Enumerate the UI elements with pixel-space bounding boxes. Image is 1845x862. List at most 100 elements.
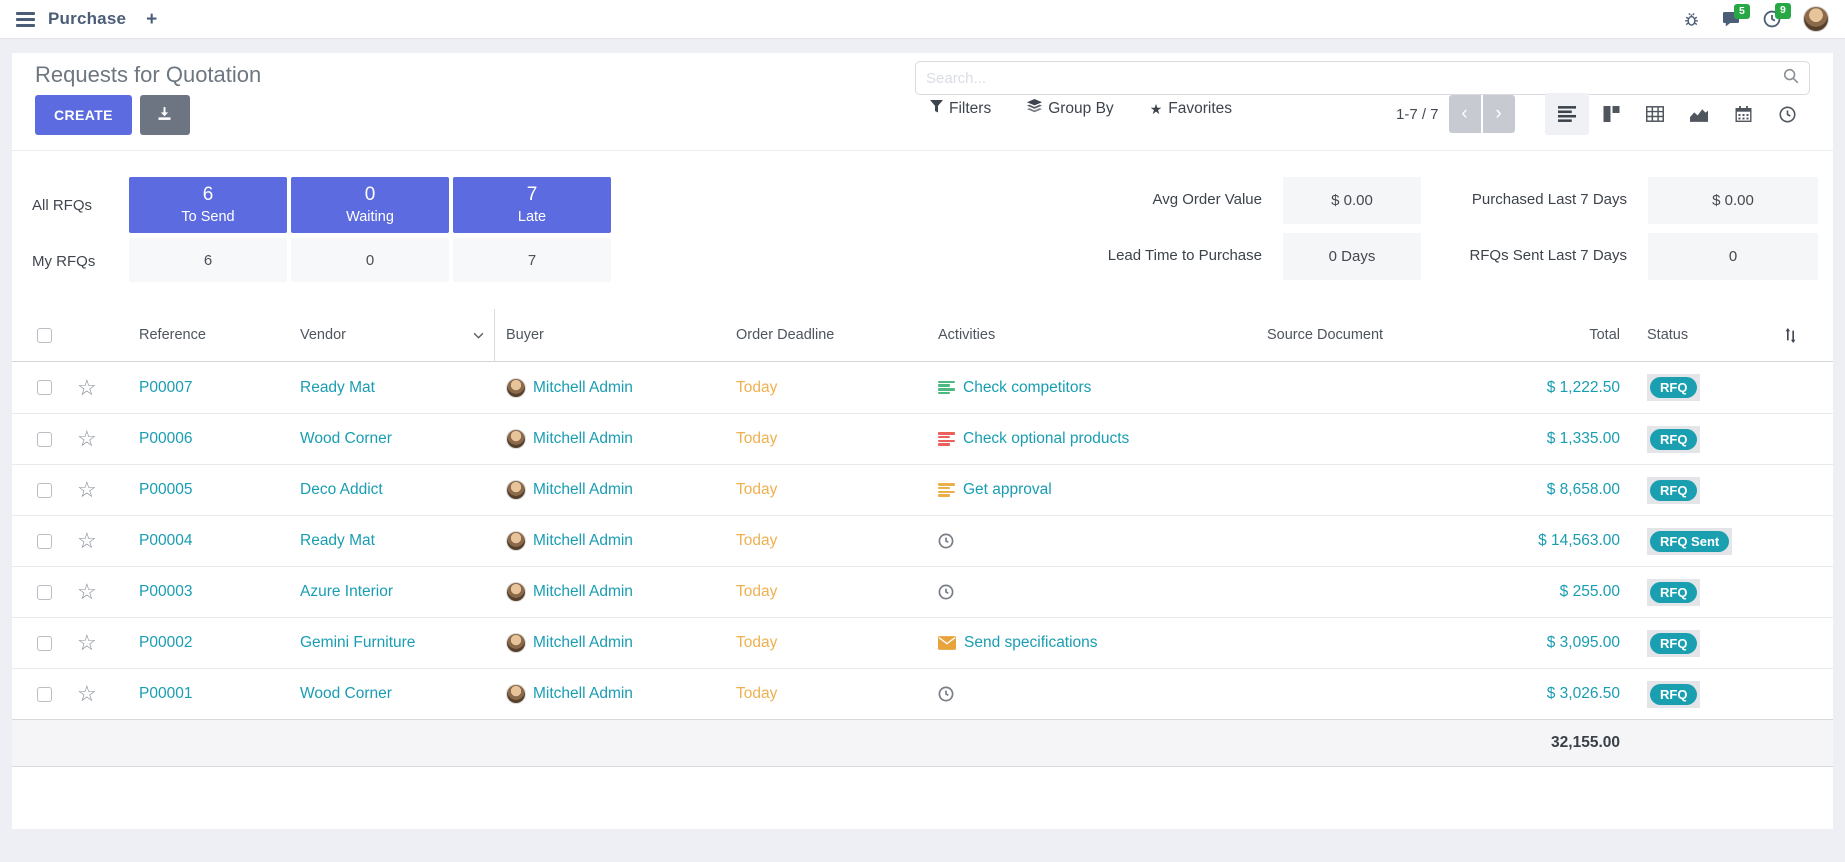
table-row[interactable]: ☆ P00002 Gemini Furniture Mitchell Admin… [12,617,1833,668]
my-rfqs-late[interactable]: 7 [453,238,611,282]
activities-clock-icon[interactable]: 9 [1763,3,1791,28]
reference-link[interactable]: P00006 [139,430,193,447]
messages-icon[interactable]: 5 [1722,3,1750,28]
rfqs-sent-last-7-days-label: RFQs Sent Last 7 Days [1469,247,1627,264]
activity-tasks-icon[interactable] [938,483,955,497]
total-amount: $ 3,026.50 [1546,685,1620,702]
kpi-card-waiting[interactable]: 0 Waiting [291,177,449,233]
activity-envelope-icon[interactable] [938,636,956,650]
buyer-link[interactable]: Mitchell Admin [533,378,633,396]
activity-clock-icon[interactable] [938,686,954,702]
status-badge: RFQ [1647,629,1701,657]
reference-link[interactable]: P00005 [139,481,193,498]
my-rfqs-to-send[interactable]: 6 [129,238,287,282]
buyer-link[interactable]: Mitchell Admin [533,685,633,702]
search-icon[interactable] [1783,68,1799,89]
reference-link[interactable]: P00001 [139,685,193,702]
col-header-reference[interactable]: Reference [139,327,206,343]
sort-chevron-icon [473,327,484,343]
reference-link[interactable]: P00002 [139,634,193,651]
my-rfqs-waiting[interactable]: 0 [291,238,449,282]
row-checkbox[interactable] [37,431,52,447]
col-header-deadline[interactable]: Order Deadline [736,327,835,343]
table-row[interactable]: ☆ P00003 Azure Interior Mitchell Admin T… [12,566,1833,617]
row-checkbox[interactable] [37,686,52,702]
activity-link[interactable]: Check optional products [963,430,1130,447]
debug-bug-icon[interactable] [1683,11,1700,28]
calendar-view-button[interactable] [1721,93,1765,135]
col-header-buyer[interactable]: Buyer [506,327,544,343]
activity-tasks-icon[interactable] [938,380,955,395]
activity-link[interactable]: Send specifications [964,634,1098,651]
export-button[interactable] [139,95,190,135]
activity-link[interactable]: Check competitors [963,378,1092,396]
list-view-icon [1558,106,1576,122]
buyer-link[interactable]: Mitchell Admin [533,583,633,600]
table-row[interactable]: ☆ P00001 Wood Corner Mitchell Admin Toda… [12,668,1833,719]
col-header-source[interactable]: Source Document [1267,327,1384,343]
vendor-link[interactable]: Gemini Furniture [300,634,416,651]
favorite-star-icon[interactable]: ☆ [77,630,97,655]
app-title[interactable]: Purchase [48,9,127,28]
row-checkbox[interactable] [37,380,52,395]
kanban-view-button[interactable] [1589,93,1633,135]
content-card: Requests for Quotation CREATE [12,53,1833,829]
row-checkbox[interactable] [37,584,52,600]
activity-clock-icon[interactable] [938,584,954,600]
pager-previous-button[interactable]: ‹ [1448,95,1481,133]
favorite-star-icon[interactable]: ☆ [77,681,97,706]
col-header-status[interactable]: Status [1647,327,1689,343]
pager-next-button[interactable]: › [1482,95,1515,133]
vendor-link[interactable]: Ready Mat [300,532,375,549]
new-tab-plus-icon[interactable]: + [146,8,158,30]
vendor-link[interactable]: Wood Corner [300,430,392,447]
select-all-checkbox[interactable] [37,327,52,343]
optional-columns-icon[interactable] [1760,309,1820,361]
buyer-link[interactable]: Mitchell Admin [533,481,633,498]
vendor-link[interactable]: Wood Corner [300,685,392,702]
reference-link[interactable]: P00003 [139,583,193,600]
kpi-card-late[interactable]: 7 Late [453,177,611,233]
table-row[interactable]: ☆ P00007 Ready Mat Mitchell Admin Today … [12,362,1833,413]
user-avatar[interactable] [1803,6,1829,32]
filters-button[interactable]: Filters [930,99,991,119]
vendor-link[interactable]: Deco Addict [300,481,383,498]
activity-clock-icon[interactable] [938,533,954,549]
kpi-card-to-send[interactable]: 6 To Send [129,177,287,233]
vendor-link[interactable]: Azure Interior [300,583,394,600]
favorite-star-icon[interactable]: ☆ [77,374,97,400]
vendor-link[interactable]: Ready Mat [300,378,375,396]
col-header-total[interactable]: Total [1589,327,1620,343]
search-bar[interactable] [915,61,1810,95]
activity-link[interactable]: Get approval [963,481,1052,498]
buyer-avatar [506,480,526,500]
favorite-star-icon[interactable]: ☆ [77,579,97,604]
create-button[interactable]: CREATE [35,95,132,135]
favorite-star-icon[interactable]: ☆ [77,477,97,502]
group-by-button[interactable]: Group By [1027,99,1114,119]
favorites-button[interactable]: ★ Favorites [1149,100,1232,117]
rfqs-sent-last-7-days: 0 [1648,233,1818,280]
search-input[interactable] [926,69,1783,87]
buyer-link[interactable]: Mitchell Admin [533,532,633,549]
favorite-star-icon[interactable]: ☆ [77,426,97,451]
activity-tasks-icon[interactable] [938,432,955,446]
reference-link[interactable]: P00004 [139,532,193,549]
table-row[interactable]: ☆ P00006 Wood Corner Mitchell Admin Toda… [12,413,1833,464]
row-checkbox[interactable] [37,533,52,549]
graph-view-button[interactable] [1677,93,1721,135]
table-row[interactable]: ☆ P00005 Deco Addict Mitchell Admin Toda… [12,464,1833,515]
buyer-link[interactable]: Mitchell Admin [533,634,633,651]
col-header-activities[interactable]: Activities [938,327,996,343]
activity-view-button[interactable] [1765,93,1809,135]
app-menu-icon[interactable] [16,11,35,27]
reference-link[interactable]: P00007 [139,378,193,396]
list-view-button[interactable] [1545,93,1589,135]
buyer-link[interactable]: Mitchell Admin [533,430,633,447]
table-row[interactable]: ☆ P00004 Ready Mat Mitchell Admin Today … [12,515,1833,566]
col-header-vendor[interactable]: Vendor [275,309,495,361]
row-checkbox[interactable] [37,635,52,651]
row-checkbox[interactable] [37,482,52,498]
favorite-star-icon[interactable]: ☆ [77,528,97,553]
pivot-view-button[interactable] [1633,93,1677,135]
